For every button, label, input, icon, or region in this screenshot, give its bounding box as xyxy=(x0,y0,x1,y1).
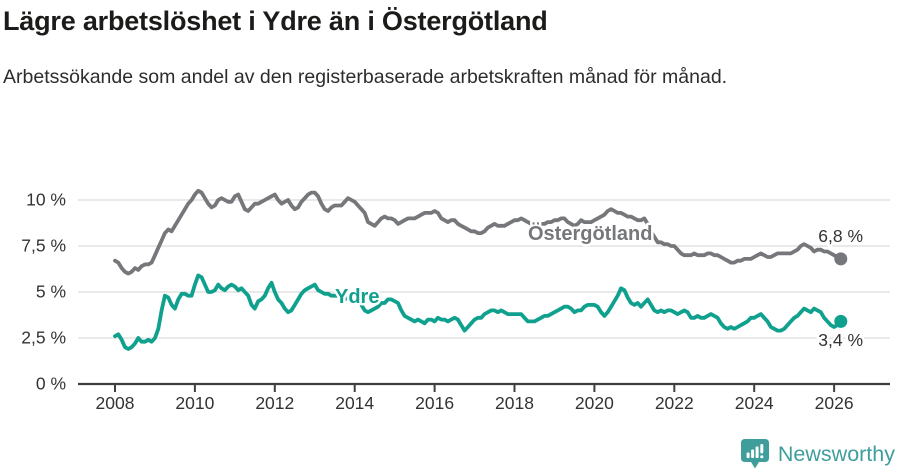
newsworthy-logo[interactable]: Newsworthy xyxy=(740,438,895,471)
x-tick-label: 2014 xyxy=(335,393,374,413)
x-tick-label: 2022 xyxy=(655,393,694,413)
chart-title: Lägre arbetslöshet i Ydre än i Östergötl… xyxy=(3,6,548,36)
series-label-ostergotland: Östergötland xyxy=(528,222,652,245)
y-tick-label: 10 % xyxy=(26,190,66,210)
y-axis-labels: 0 % 2,5 % 5 % 7,5 % 10 % xyxy=(21,190,66,394)
x-tick-label: 2026 xyxy=(815,393,854,413)
chart-header: Lägre arbetslöshet i Ydre än i Östergötl… xyxy=(3,6,883,93)
end-value-label-ostergotland: 6,8 % xyxy=(818,226,863,246)
series-label-ydre: Ydre xyxy=(335,286,379,308)
x-axis: 2008 2010 2012 2014 2016 2018 2020 2022 2024 2026 xyxy=(78,382,890,413)
chart-subtitle: Arbetssökande som andel av den registerb… xyxy=(3,66,728,88)
y-tick-label: 5 % xyxy=(36,282,66,302)
newsworthy-brand-name: Newsworthy xyxy=(777,442,895,466)
x-tick-label: 2020 xyxy=(575,393,614,413)
series-line-ydre xyxy=(113,273,843,351)
newsworthy-icon xyxy=(740,439,769,469)
y-tick-label: 7,5 % xyxy=(21,236,66,256)
y-tick-label: 2,5 % xyxy=(21,328,66,348)
series-lines xyxy=(113,188,848,351)
x-tick-label: 2016 xyxy=(415,393,454,413)
end-value-label-ydre: 3,4 % xyxy=(818,330,863,350)
y-tick-label: 0 % xyxy=(36,374,66,394)
series-line-östergötland xyxy=(113,188,843,276)
chart-annotations: Östergötland Ydre 6,8 % 3,4 % xyxy=(333,220,866,353)
x-tick-label: 2024 xyxy=(735,393,774,413)
x-tick-label: 2012 xyxy=(255,393,294,413)
series-end-dot-ydre xyxy=(834,314,848,328)
x-tick-label: 2008 xyxy=(96,393,135,413)
x-tick-label: 2018 xyxy=(495,393,534,413)
series-end-dot-östergötland xyxy=(834,252,848,266)
x-tick-label: 2010 xyxy=(175,393,214,413)
